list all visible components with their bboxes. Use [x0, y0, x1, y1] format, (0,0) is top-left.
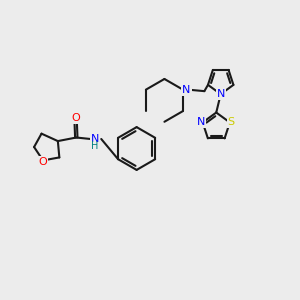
Text: N: N [182, 85, 191, 95]
Text: N: N [217, 89, 225, 99]
Text: O: O [71, 113, 80, 123]
Text: N: N [197, 117, 206, 128]
Text: S: S [228, 117, 235, 128]
Text: H: H [91, 140, 99, 151]
Text: N: N [91, 134, 99, 144]
Text: O: O [39, 157, 47, 167]
